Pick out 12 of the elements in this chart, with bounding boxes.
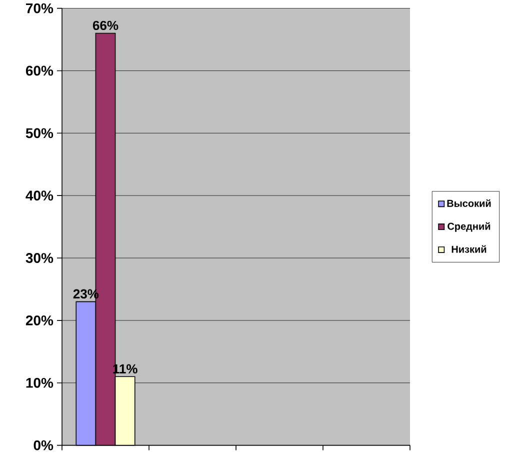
y-tick-label: 30%	[26, 252, 54, 263]
legend-label: Высокий	[447, 199, 491, 207]
y-tick-label: 0%	[34, 440, 54, 450]
data-label: 66%	[92, 20, 118, 30]
y-tick-label: 10%	[26, 378, 54, 388]
legend-label: Низкий	[452, 245, 486, 253]
y-tick-label: 70%	[26, 3, 54, 14]
legend-label: Средний	[448, 222, 490, 232]
y-tick-label: 40%	[26, 190, 54, 200]
y-tick-label: 50%	[26, 128, 54, 138]
y-tick-label: 20%	[26, 315, 54, 326]
y-tick-label: 60%	[26, 66, 54, 76]
